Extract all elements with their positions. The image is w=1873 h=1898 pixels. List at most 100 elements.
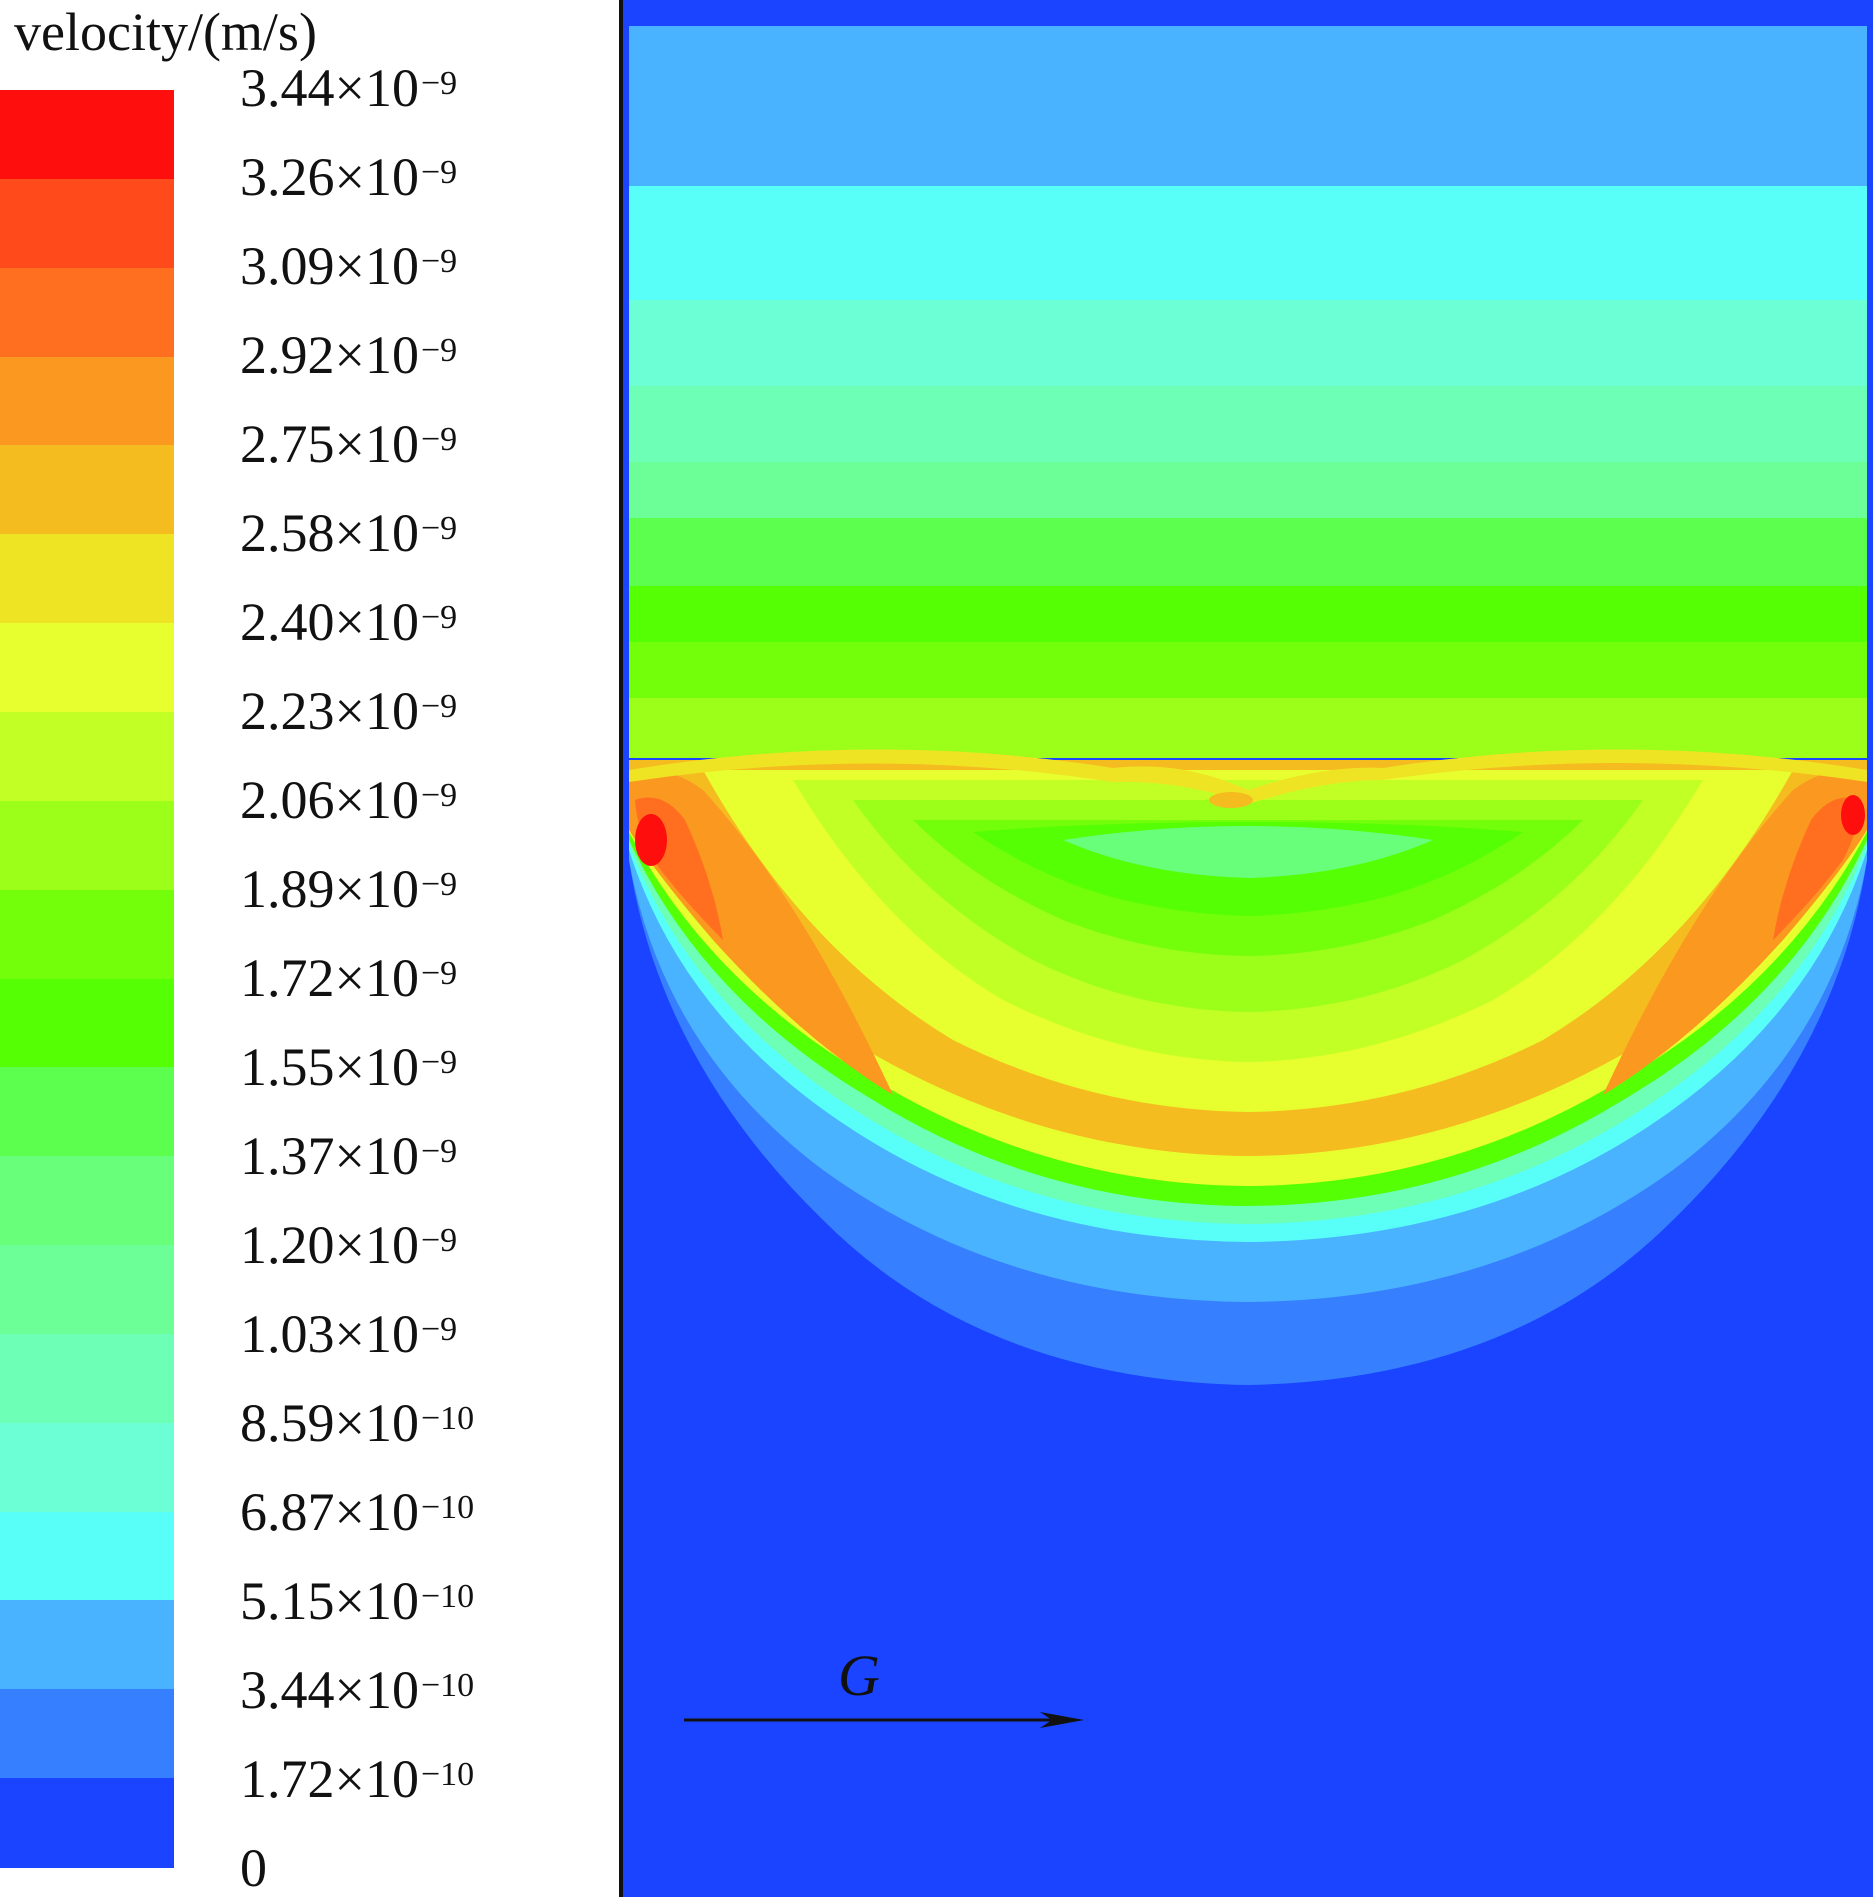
tick-mantissa: 2.92: [240, 325, 335, 385]
colorbar-tick-label: 2.58×10−9: [240, 505, 457, 561]
colorbar-band: [0, 978, 174, 1069]
tick-mantissa: 8.59: [240, 1393, 335, 1453]
band-mint: [629, 462, 1867, 522]
colorbar-tick-label: 3.26×10−9: [240, 149, 457, 205]
tick-times-ten: ×10: [334, 414, 419, 474]
colorbar-band: [0, 1245, 174, 1335]
colorbar-tick-label: 1.55×10−9: [240, 1039, 457, 1095]
tick-times-ten: ×10: [334, 948, 419, 1008]
tick-times-ten: ×10: [334, 1571, 419, 1631]
tick-mantissa: 3.26: [240, 147, 335, 207]
tick-mantissa: 3.44: [240, 58, 335, 118]
colorbar-tick-label: 2.06×10−9: [240, 772, 457, 828]
tick-mantissa: 2.40: [240, 592, 335, 652]
tick-times-ten: ×10: [334, 1393, 419, 1453]
gravity-arrow: [684, 1712, 1084, 1728]
colorbar-band: [0, 1778, 174, 1868]
tick-times-ten: ×10: [334, 1660, 419, 1720]
colorbar-tick-label: 8.59×10−10: [240, 1395, 474, 1451]
colorbar-band: [0, 889, 174, 980]
colorbar-tick-label: 1.03×10−9: [240, 1306, 457, 1362]
tick-exponent: −9: [420, 688, 458, 725]
tick-mantissa: 3.44: [240, 1660, 335, 1720]
tick-mantissa: 1.20: [240, 1215, 335, 1275]
tick-mantissa: 6.87: [240, 1482, 335, 1542]
colorbar-band: [0, 1511, 174, 1602]
tick-exponent: −9: [420, 866, 458, 903]
tick-times-ten: ×10: [334, 58, 419, 118]
colorbar-band: [0, 623, 174, 713]
tick-mantissa: 1.72: [240, 948, 335, 1008]
colorbar-band: [0, 1067, 174, 1158]
colorbar-band: [0, 178, 174, 269]
colorbar-tick-label: 6.87×10−10: [240, 1484, 474, 1540]
colorbar-band: [0, 1689, 174, 1780]
tick-times-ten: ×10: [334, 1304, 419, 1364]
tick-times-ten: ×10: [334, 236, 419, 296]
contour-field: [623, 0, 1873, 1897]
tick-mantissa: 1.72: [240, 1749, 335, 1809]
colorbar-tick-label: 3.09×10−9: [240, 238, 457, 294]
tick-times-ten: ×10: [334, 859, 419, 919]
tick-exponent: −9: [420, 1311, 458, 1348]
band-green: [629, 586, 1867, 646]
tick-mantissa: 1.55: [240, 1037, 335, 1097]
colorbar-tick-label: 1.37×10−9: [240, 1128, 457, 1184]
tick-mantissa: 2.75: [240, 414, 335, 474]
colorbar-title: velocity/(m/s): [14, 2, 317, 62]
colorbar-band: [0, 1156, 174, 1247]
tick-mantissa: 3.09: [240, 236, 335, 296]
colorbar-tick-label: 2.40×10−9: [240, 594, 457, 650]
colorbar-band: [0, 356, 174, 447]
tick-mantissa: 5.15: [240, 1571, 335, 1631]
tick-times-ten: ×10: [334, 681, 419, 741]
colorbar-tick-label: 2.92×10−9: [240, 327, 457, 383]
tick-mantissa: 1.37: [240, 1126, 335, 1186]
tick-times-ten: ×10: [334, 147, 419, 207]
velocity-contour-plot: [619, 0, 1873, 1897]
tick-times-ten: ×10: [334, 325, 419, 385]
gravity-arrow-head: [1040, 1712, 1084, 1728]
colorbar-band: [0, 534, 174, 625]
tick-exponent: −9: [420, 332, 458, 369]
colorbar: [0, 90, 174, 1868]
tick-exponent: −10: [420, 1400, 475, 1437]
colorbar-tick-label: 1.72×10−9: [240, 950, 457, 1006]
tick-exponent: −9: [420, 599, 458, 636]
tick-mantissa: 2.58: [240, 503, 335, 563]
tick-exponent: −10: [420, 1578, 475, 1615]
colorbar-band: [0, 267, 174, 358]
band-top-dark: [623, 0, 1873, 26]
tick-times-ten: ×10: [334, 770, 419, 830]
tick-exponent: −9: [420, 154, 458, 191]
colorbar-band: [0, 1422, 174, 1513]
band-cyan: [629, 186, 1867, 304]
tick-exponent: −9: [420, 243, 458, 280]
colorbar-tick-label: 1.72×10−10: [240, 1751, 474, 1807]
tick-exponent: −9: [420, 421, 458, 458]
center-warm-spot: [1209, 792, 1253, 808]
colorbar-band: [0, 1600, 174, 1691]
colorbar-tick-label: 0: [240, 1840, 267, 1896]
band-yellow-green: [629, 698, 1867, 758]
tick-times-ten: ×10: [334, 1126, 419, 1186]
gravity-label: G: [838, 1643, 880, 1708]
tick-mantissa: 1.89: [240, 859, 335, 919]
tick-exponent: −9: [420, 1044, 458, 1081]
colorbar-tick-label: 1.89×10−9: [240, 861, 457, 917]
band-chartreuse: [629, 642, 1867, 702]
colorbar-tick-label: 3.44×10−9: [240, 60, 457, 116]
tick-mantissa: 1.03: [240, 1304, 335, 1364]
tick-exponent: −9: [420, 777, 458, 814]
plume-top-arc: [629, 749, 1867, 804]
colorbar-tick-label: 2.75×10−9: [240, 416, 457, 472]
tick-times-ten: ×10: [334, 1749, 419, 1809]
right-hot-spot: [1841, 795, 1865, 835]
tick-times-ten: ×10: [334, 1482, 419, 1542]
tick-exponent: −9: [420, 1222, 458, 1259]
colorbar-band: [0, 1333, 174, 1424]
colorbar-band: [0, 445, 174, 536]
colorbar-band: [0, 800, 174, 891]
tick-times-ten: ×10: [334, 592, 419, 652]
tick-exponent: −10: [420, 1667, 475, 1704]
